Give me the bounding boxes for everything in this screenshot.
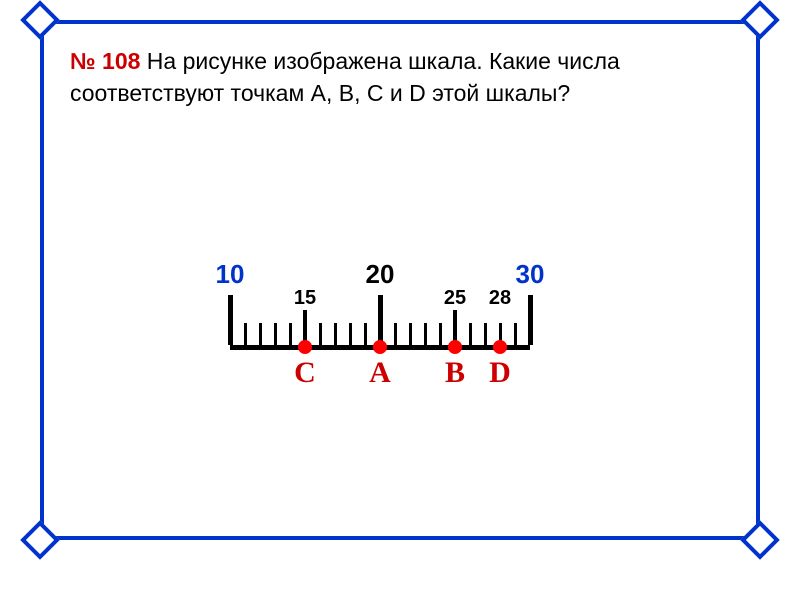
minor-tick — [484, 323, 487, 345]
scale-point — [298, 340, 312, 354]
minor-tick — [349, 323, 352, 345]
minor-tick — [424, 323, 427, 345]
point-label: А — [369, 356, 391, 390]
major-tick-label: 10 — [216, 259, 245, 290]
point-label: D — [489, 356, 511, 390]
minor-tick — [274, 323, 277, 345]
scale-point — [448, 340, 462, 354]
question-text: № 108 На рисунке изображена шкала. Какие… — [70, 45, 730, 109]
small-tick-label: 15 — [294, 287, 316, 310]
major-tick — [378, 295, 383, 345]
question-line1: На рисунке изображена шкала. Какие числа — [147, 48, 620, 74]
question-line2: соответствуют точкам А, В, С и D этой шк… — [70, 80, 570, 106]
small-tick-label: 28 — [489, 287, 511, 310]
question-number: № 108 — [70, 48, 140, 74]
minor-tick — [319, 323, 322, 345]
number-scale: 102030152528САВD — [230, 260, 530, 380]
major-tick — [528, 295, 533, 345]
scale-point — [493, 340, 507, 354]
minor-tick — [259, 323, 262, 345]
point-label: В — [445, 356, 465, 390]
minor-tick — [334, 323, 337, 345]
minor-tick — [439, 323, 442, 345]
scale-point — [373, 340, 387, 354]
small-tick-label: 25 — [444, 287, 466, 310]
minor-tick — [244, 323, 247, 345]
minor-tick — [469, 323, 472, 345]
minor-tick — [289, 323, 292, 345]
major-tick-label: 20 — [366, 259, 395, 290]
minor-tick — [409, 323, 412, 345]
major-tick — [228, 295, 233, 345]
minor-tick — [514, 323, 517, 345]
point-label: С — [294, 356, 316, 390]
major-tick-label: 30 — [516, 259, 545, 290]
minor-tick — [364, 323, 367, 345]
minor-tick — [394, 323, 397, 345]
